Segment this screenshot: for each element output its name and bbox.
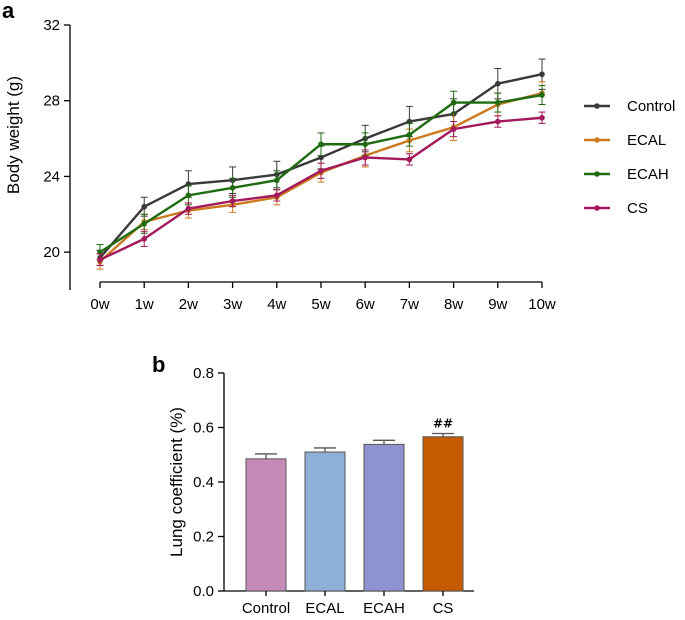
legend-label-ecah: ECAH	[627, 166, 669, 183]
y-tick-label: 0.8	[193, 365, 214, 382]
y-tick-label: 0.2	[193, 529, 214, 546]
legend-label-cs: CS	[627, 200, 648, 217]
data-point	[141, 236, 147, 242]
data-point	[141, 220, 147, 227]
x-tick-label: 9w	[488, 296, 507, 313]
data-point	[406, 131, 413, 138]
series-cs	[96, 111, 546, 266]
data-point	[406, 156, 413, 163]
body-weight-y-axis-title: Body weight (g)	[4, 76, 23, 194]
data-point	[274, 177, 280, 184]
y-tick-label: 0.0	[193, 583, 214, 600]
data-point	[539, 71, 545, 78]
x-tick-label: 2w	[179, 296, 198, 313]
x-tick-label: Control	[242, 600, 290, 617]
bar-cs	[422, 436, 464, 592]
data-point	[97, 256, 103, 263]
x-tick-label: 10w	[528, 296, 556, 313]
data-point	[141, 203, 147, 210]
x-tick-label: 5w	[311, 296, 330, 313]
x-tick-label: CS	[433, 600, 454, 617]
data-point	[450, 126, 457, 132]
bar-ecal	[304, 451, 346, 592]
data-point	[362, 154, 369, 161]
legend-label-control: Control	[627, 98, 675, 115]
data-point	[539, 114, 545, 121]
significance-annotation: ##	[433, 416, 453, 430]
x-tick-label: 4w	[267, 296, 286, 313]
y-tick-label: 24	[43, 168, 60, 185]
y-tick-label: 32	[43, 17, 60, 34]
data-point	[495, 80, 501, 87]
data-point	[185, 192, 192, 199]
y-tick-label: 20	[43, 244, 60, 261]
data-point	[229, 184, 236, 191]
data-point	[450, 99, 457, 106]
lung-coefficient-bars: Control ECAL ECAH CS ##	[242, 416, 464, 617]
y-tick-label: 28	[43, 93, 60, 110]
data-point	[539, 92, 545, 98]
x-tick-label: ECAL	[305, 600, 344, 617]
data-point	[495, 99, 501, 106]
body-weight-axes: 20 24 28 32 0w 1w 2w 3w 4w 5w 6w 7w 8w 9w 10w	[43, 17, 556, 313]
y-tick-label: 0.4	[193, 474, 214, 491]
legend-label-ecal: ECAL	[627, 132, 666, 149]
legend-marker-cs	[594, 205, 600, 211]
x-tick-label: 0w	[90, 296, 109, 313]
series-ecah	[96, 85, 546, 261]
data-point	[318, 141, 324, 148]
x-tick-label: ECAH	[363, 600, 405, 617]
data-point	[362, 141, 369, 148]
data-point	[185, 205, 192, 212]
data-point	[495, 118, 501, 125]
legend-marker-control	[594, 103, 600, 109]
series-control	[96, 58, 546, 266]
data-point	[229, 198, 236, 204]
y-tick-label: 0.6	[193, 420, 214, 437]
panel-label-a: a	[2, 0, 15, 23]
bar-control	[245, 458, 287, 592]
bar-ecah	[363, 443, 405, 592]
x-tick-label: 6w	[356, 296, 375, 313]
lung-coefficient-y-axis-title: Lung coefficient (%)	[167, 407, 186, 557]
data-point	[318, 167, 324, 174]
body-weight-chart: a Body weight (g) 20 24 28 32 0w 1w 2w 3w 4w 5w 6w…	[2, 0, 675, 313]
legend-marker-ecal	[594, 137, 600, 143]
legend-marker-ecah	[594, 171, 600, 177]
x-tick-label: 3w	[223, 296, 242, 313]
x-tick-label: 1w	[135, 296, 154, 313]
panel-label-b: b	[152, 352, 165, 377]
x-tick-label: 8w	[444, 296, 463, 313]
body-weight-series	[96, 58, 546, 270]
x-tick-label: 7w	[400, 296, 419, 313]
data-point	[274, 192, 280, 199]
lung-coefficient-chart: b Lung coefficient (%) 0.0 0.2 0.4 0.6 0.8 C…	[152, 352, 474, 617]
body-weight-legend: Control ECAL ECAH CS	[584, 98, 675, 217]
